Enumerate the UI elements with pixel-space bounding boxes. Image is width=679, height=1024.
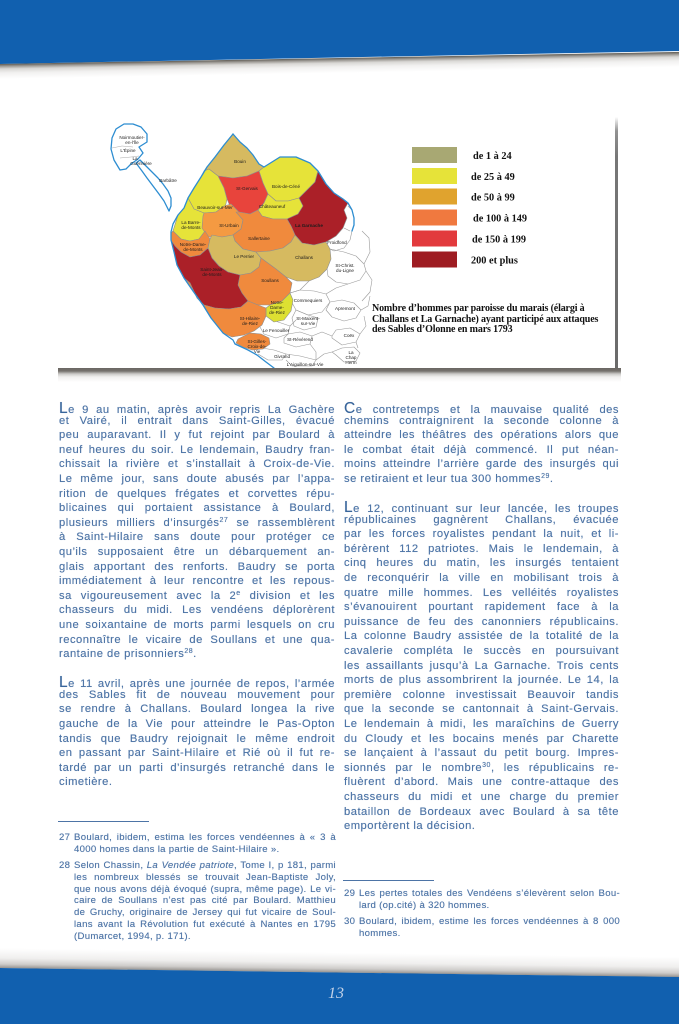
- svg-text:Challans: Challans: [295, 255, 314, 260]
- svg-text:Notre-Dame-: Notre-Dame-: [180, 242, 207, 247]
- svg-text:St-Urbain: St-Urbain: [219, 223, 239, 228]
- svg-text:St-Gervais: St-Gervais: [236, 186, 258, 191]
- svg-text:La Garnache: La Garnache: [295, 223, 323, 228]
- svg-text:Apremont: Apremont: [335, 306, 356, 311]
- svg-text:L'Épine: L'Épine: [120, 147, 136, 153]
- svg-text:Herm: Herm: [345, 360, 356, 365]
- svg-text:Dame-: Dame-: [270, 305, 284, 310]
- svg-text:St-Maixent-: St-Maixent-: [296, 316, 320, 321]
- svg-text:St-Hilaire-: St-Hilaire-: [240, 316, 261, 321]
- svg-text:Châteauneuf: Châteauneuf: [259, 204, 286, 209]
- svg-text:Soullans: Soullans: [261, 278, 279, 283]
- svg-text:de 50 à 99: de 50 à 99: [471, 193, 515, 204]
- svg-text:de-Riez: de-Riez: [269, 310, 286, 315]
- svg-text:Commequiers: Commequiers: [294, 298, 323, 303]
- svg-text:Bouin: Bouin: [234, 159, 246, 164]
- svg-text:de 100 à 149: de 100 à 149: [473, 214, 527, 225]
- svg-text:Croix-de-: Croix-de-: [248, 344, 267, 349]
- svg-text:St-Révérend: St-Révérend: [287, 337, 313, 342]
- svg-text:Vie: Vie: [254, 349, 261, 354]
- svg-text:Guérinière: Guérinière: [130, 161, 152, 166]
- svg-text:La: La: [348, 350, 354, 355]
- svg-text:de-Monts: de-Monts: [181, 225, 201, 230]
- svg-text:sur-Vie: sur-Vie: [301, 321, 316, 326]
- svg-text:Sallertaine: Sallertaine: [248, 236, 270, 241]
- svg-text:L'Aiguillon-sur-Vie: L'Aiguillon-sur-Vie: [287, 362, 324, 367]
- svg-text:St-Christ.: St-Christ.: [335, 263, 354, 268]
- svg-text:Beauvoir-sur-Mer: Beauvoir-sur-Mer: [197, 205, 233, 210]
- svg-text:Chap: Chap: [346, 355, 357, 360]
- svg-text:Barbâtre: Barbâtre: [159, 178, 177, 183]
- svg-text:Saint-Jean-: Saint-Jean-: [200, 267, 224, 272]
- svg-text:Bois-de-Céné: Bois-de-Céné: [272, 184, 301, 189]
- svg-text:St-Gilles-: St-Gilles-: [248, 339, 267, 344]
- svg-text:de-Riez: de-Riez: [242, 321, 259, 326]
- svg-text:La Barre-: La Barre-: [181, 220, 201, 225]
- svg-text:La: La: [132, 156, 138, 161]
- svg-text:Givrand: Givrand: [274, 354, 291, 359]
- svg-text:de 150 à 199: de 150 à 199: [472, 235, 526, 246]
- svg-text:Coëx: Coëx: [344, 333, 355, 338]
- svg-text:du-Ligne: du-Ligne: [336, 268, 354, 273]
- svg-text:de-Monts: de-Monts: [183, 247, 203, 252]
- svg-text:Notre-: Notre-: [271, 300, 284, 305]
- svg-text:Le Fenouiller: Le Fenouiller: [263, 328, 290, 333]
- svg-text:200 et plus: 200 et plus: [471, 256, 518, 267]
- svg-text:Le Perrier: Le Perrier: [234, 254, 255, 259]
- svg-text:de 25 à 49: de 25 à 49: [471, 172, 515, 183]
- svg-text:Noirmoutier-: Noirmoutier-: [119, 135, 145, 140]
- svg-text:en-l'Île: en-l'Île: [125, 139, 139, 145]
- svg-text:Froidfond: Froidfond: [327, 240, 347, 245]
- svg-text:de 1 à 24: de 1 à 24: [473, 151, 512, 162]
- svg-text:de-Monts: de-Monts: [202, 272, 222, 277]
